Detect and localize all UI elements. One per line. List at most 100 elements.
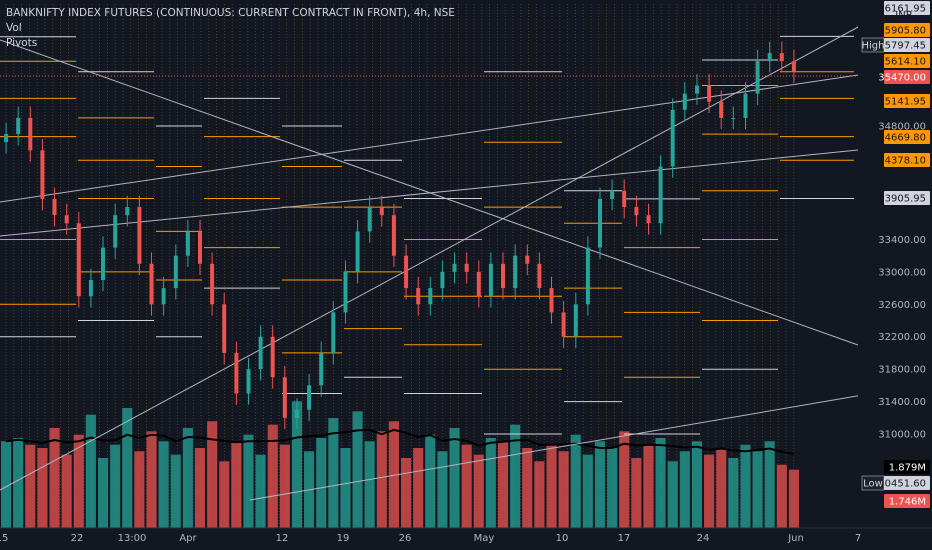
indicator-vol[interactable]: Vol <box>6 22 22 34</box>
y-tick-label: 33000.00 <box>878 267 926 278</box>
volume-bar <box>316 438 327 528</box>
volume-bar <box>764 441 775 528</box>
volume-bar <box>122 408 133 528</box>
volume-bar <box>49 428 60 528</box>
candle-body <box>585 247 590 305</box>
volume-bar <box>522 448 533 528</box>
volume-bar <box>291 401 302 528</box>
x-tick-label: 22 <box>71 533 84 544</box>
candle-body <box>404 255 409 289</box>
x-tick-label: 7 <box>855 533 861 544</box>
candle-body <box>270 336 275 378</box>
candle-body <box>4 134 9 143</box>
candle-body <box>658 166 663 224</box>
candle-body <box>295 409 299 418</box>
candle-body <box>391 215 396 256</box>
price-tag <box>884 54 930 68</box>
candle-body <box>561 312 566 337</box>
volume-bar <box>643 444 654 528</box>
candle-body <box>707 85 712 102</box>
trendline[interactable] <box>0 149 859 237</box>
candle-body <box>367 207 372 232</box>
candle-body <box>234 352 239 394</box>
candle-body <box>719 101 724 118</box>
volume-bar <box>510 424 521 528</box>
candle-body <box>549 288 554 313</box>
price-tag-value: 35614.10 <box>878 57 926 68</box>
price-tag <box>884 494 930 508</box>
volume-bar <box>473 454 484 528</box>
candle-body <box>16 117 21 135</box>
volume-bar <box>267 424 278 528</box>
price-tag-value: 33905.95 <box>878 194 926 205</box>
volume-bar <box>98 458 109 528</box>
candle-body <box>488 263 493 297</box>
volume-bar <box>340 448 351 528</box>
volume-bar <box>594 441 605 528</box>
trendline[interactable] <box>0 74 859 203</box>
volume-bar <box>243 434 254 528</box>
volume-bar <box>546 444 557 528</box>
candle-body <box>767 53 772 62</box>
volume-bar <box>425 434 436 528</box>
candle-body <box>282 377 287 418</box>
x-tick-label: 13:00 <box>118 533 147 544</box>
volume-bar <box>219 461 230 528</box>
candle-body <box>646 215 651 224</box>
x-tick-label: 12 <box>276 533 289 544</box>
x-tick-label: Jun <box>787 533 804 544</box>
indicator-pivots[interactable]: Pivots <box>6 37 38 49</box>
candle-body <box>173 255 178 289</box>
price-tag <box>884 191 930 205</box>
volume-bar <box>619 431 630 528</box>
volume-bar <box>752 451 763 528</box>
time-axis-panel[interactable] <box>0 528 932 550</box>
y-tick-label: 34800.00 <box>878 122 926 133</box>
y-tick-label: 31400.00 <box>878 397 926 408</box>
volume-bar <box>1 441 12 528</box>
candle-body <box>319 352 324 386</box>
volume-bar <box>158 441 169 528</box>
candle-body <box>101 247 105 280</box>
volume-bar <box>61 454 72 528</box>
candle-body <box>610 190 615 199</box>
price-tag <box>884 38 930 52</box>
chart-legend: BANKNIFTY INDEX FUTURES (CONTINUOUS: CUR… <box>6 6 455 51</box>
volume-bar <box>376 431 387 528</box>
y-tick-label: 33400.00 <box>878 235 926 246</box>
volume-bar <box>134 451 145 528</box>
price-tag-value: 30451.60 <box>878 479 926 490</box>
volume-bar <box>364 441 375 528</box>
volume-bar <box>582 454 593 528</box>
price-tag-value: 1.879M <box>889 463 926 474</box>
price-tag <box>884 476 930 490</box>
candle-body <box>307 385 312 410</box>
trendline[interactable] <box>249 390 887 501</box>
candle-body <box>343 271 348 313</box>
price-tag <box>884 23 930 37</box>
candle-body <box>64 215 69 224</box>
volume-bar <box>73 434 84 528</box>
price-tag <box>884 153 930 167</box>
x-tick-label: 10 <box>556 533 569 544</box>
volume-bar <box>776 464 787 528</box>
candle-body <box>476 271 481 297</box>
price-tag-value: 35905.80 <box>878 26 926 37</box>
price-tag-value: 35141.95 <box>878 97 926 108</box>
price-tag <box>884 94 930 108</box>
volume-bar <box>655 438 666 528</box>
volume-bar <box>255 454 266 528</box>
candle-body <box>428 288 433 305</box>
candle-body <box>137 207 142 264</box>
candle-body <box>755 61 760 94</box>
x-tick-label: Apr <box>179 533 197 544</box>
price-axis-panel[interactable] <box>858 0 932 550</box>
volume-bar <box>279 444 290 528</box>
trendline[interactable] <box>0 11 887 491</box>
candle-body <box>525 255 530 264</box>
price-tag <box>884 1 930 15</box>
price-tag <box>884 70 930 84</box>
volume-bar <box>534 461 545 528</box>
